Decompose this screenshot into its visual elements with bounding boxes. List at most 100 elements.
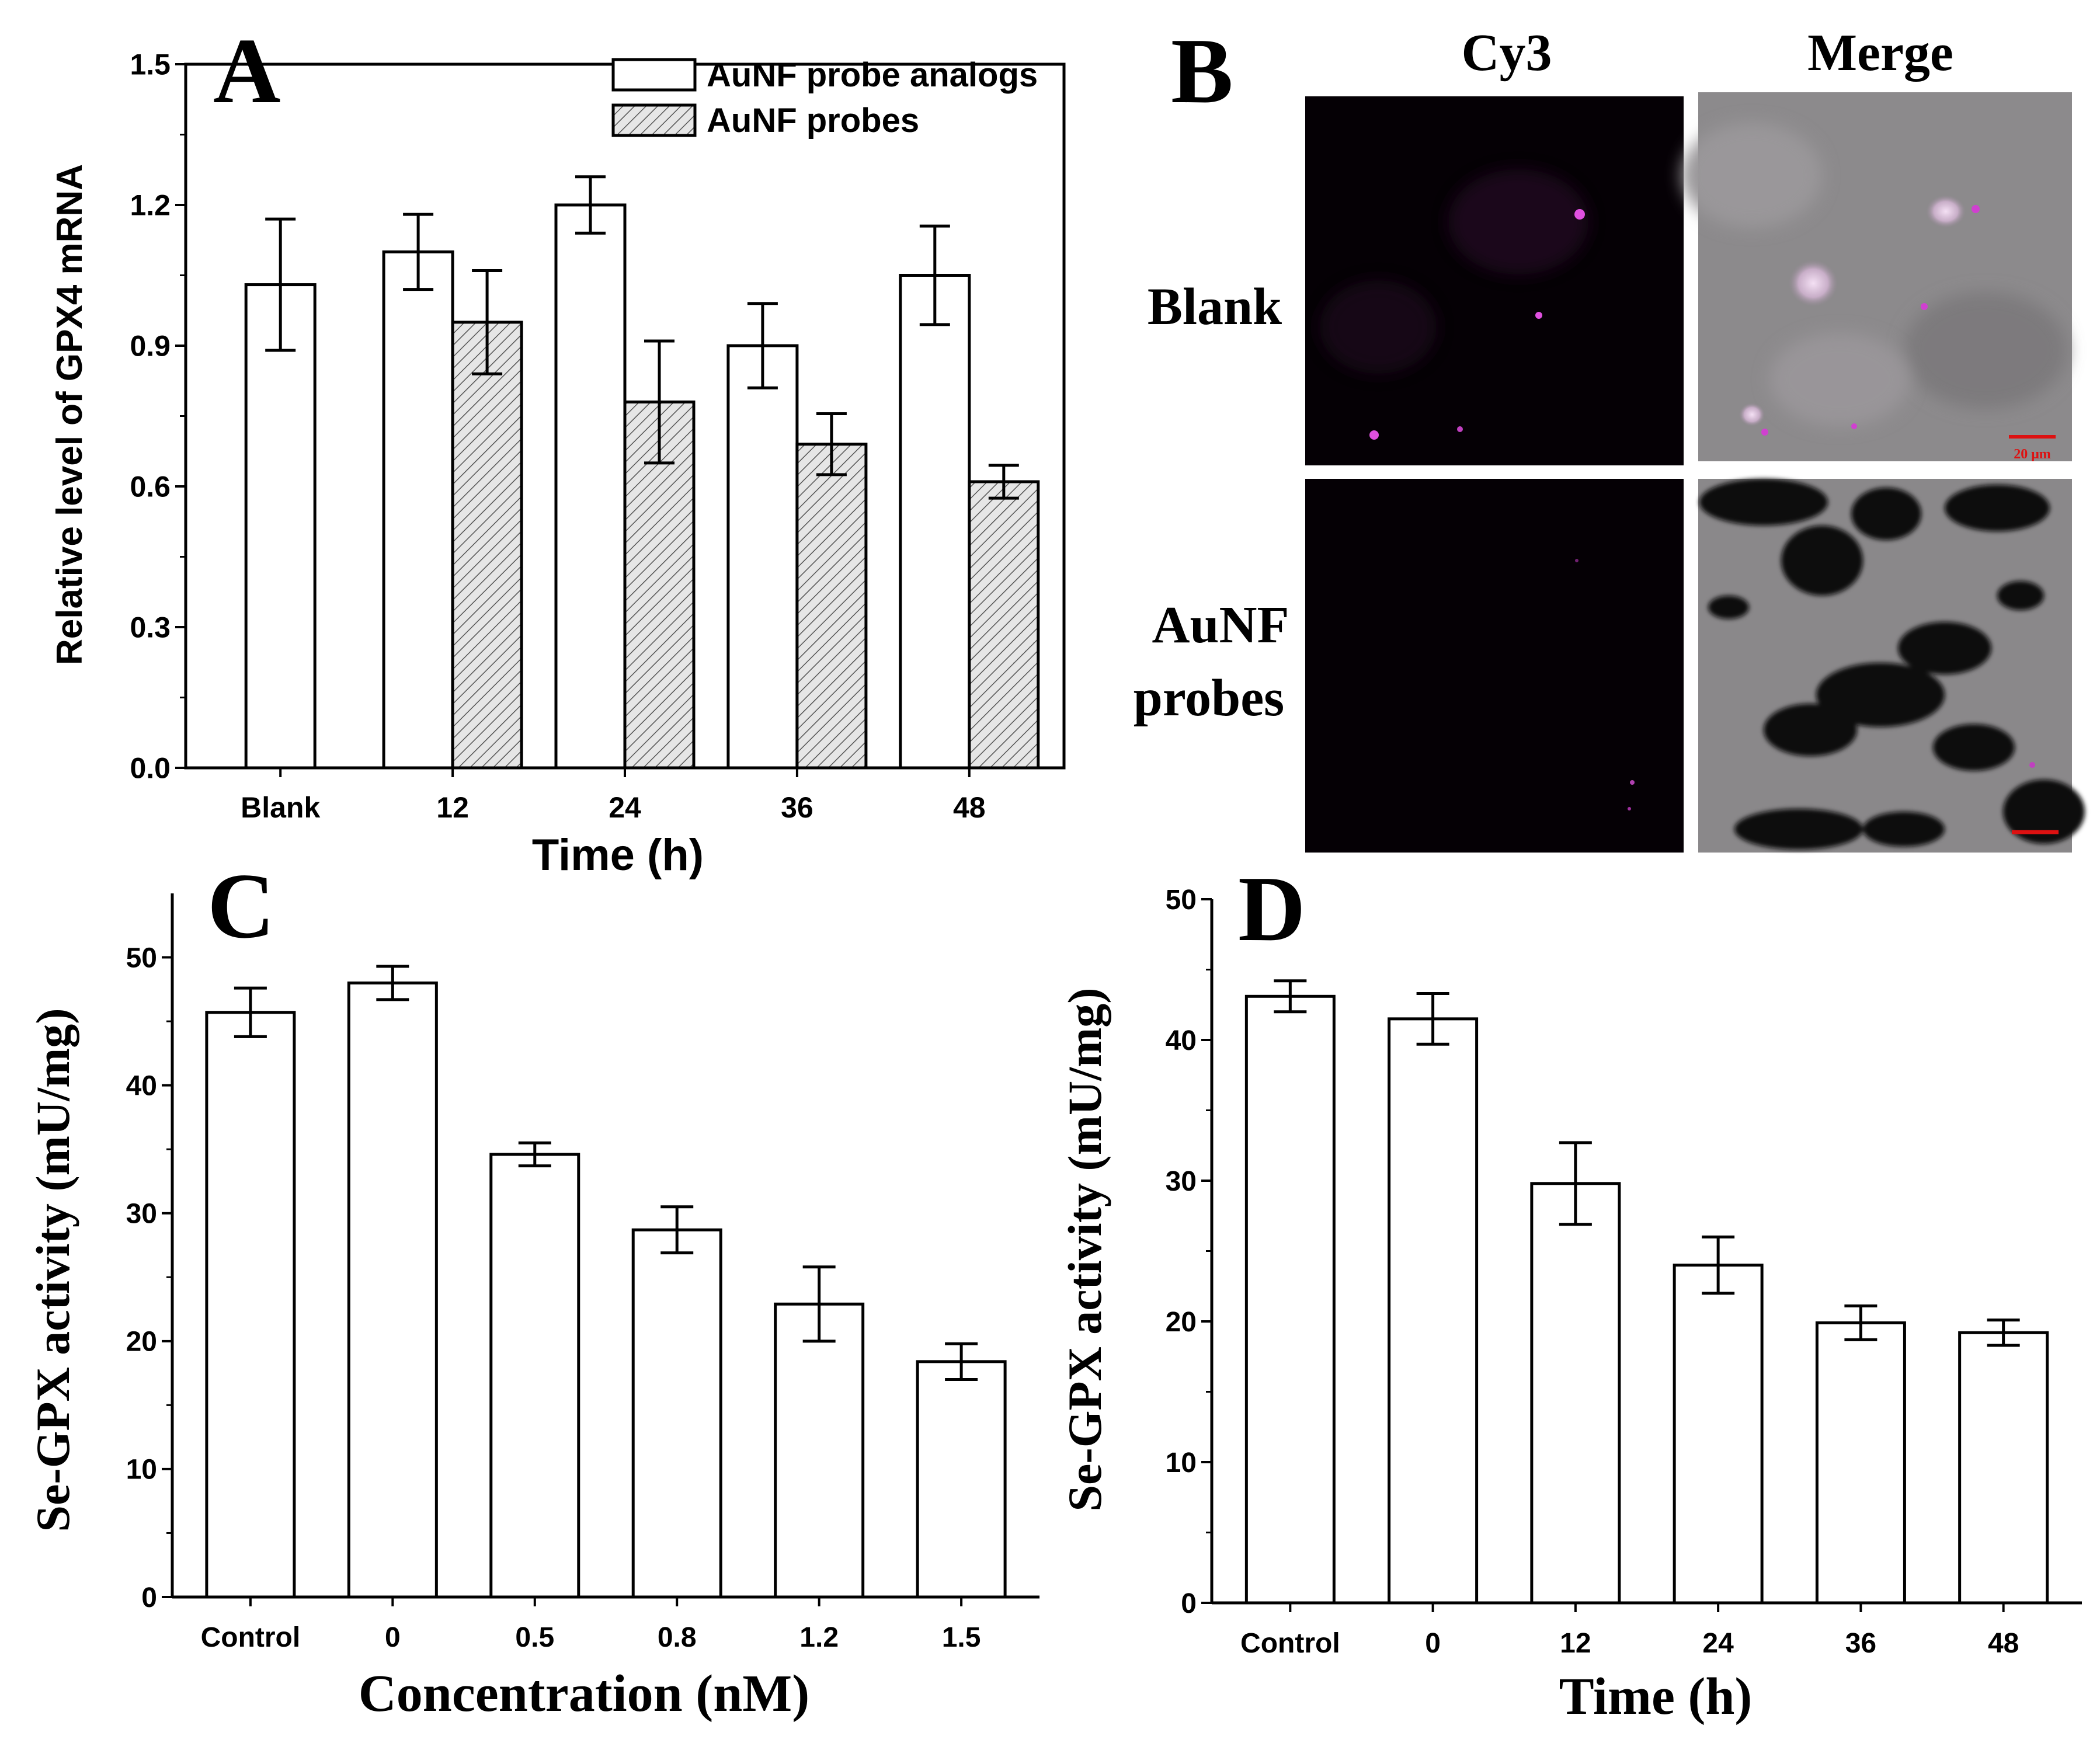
x-tick-label: 0 [1425,1628,1441,1659]
row-label-probes: probes [1134,669,1284,727]
y-tick-label: 30 [126,1199,157,1230]
legend-swatch-analogs [611,58,697,92]
bar-36 [1815,1321,1906,1605]
panel-b-letter: B [1171,19,1233,123]
y-tick-label: 0.3 [130,611,171,644]
x-tick-label: 48 [1988,1628,2019,1659]
x-tick-label: 0.8 [658,1622,697,1653]
bar-0.8 [631,1228,722,1599]
y-tick-label: 10 [1166,1448,1197,1478]
bar-1.2 [774,1302,865,1599]
x-tick-label: 1.5 [942,1622,981,1653]
panel-d-letter: D [1238,857,1306,961]
x-tick-label: Control [201,1622,301,1653]
row-label-aunf: AuNF [1152,596,1289,654]
y-tick-label: 0 [1181,1588,1197,1619]
x-tick-label: 12 [436,791,469,824]
panel-d-x-axis-label: Time (h) [1559,1668,1753,1725]
bar-48 [1958,1331,2049,1605]
y-tick-label: 20 [126,1327,157,1358]
bar-24-analogs [554,203,627,770]
y-tick-label: 10 [126,1455,157,1485]
x-tick-label: 0 [385,1622,401,1653]
column-label-merge: Merge [1807,24,1953,82]
bar-0 [347,981,438,1599]
image-blank-cy3 [1305,96,1684,465]
bar-control [205,1011,296,1599]
x-tick-label: 1.2 [799,1622,839,1653]
x-tick-label: 0.5 [515,1622,554,1653]
y-tick-label: 0.0 [130,752,171,785]
panel-c-bars [205,965,1007,1599]
fluorescent-spot [1457,426,1463,432]
row-label-blank: Blank [1148,278,1282,336]
column-label-cy3: Cy3 [1462,24,1552,82]
bar-12 [1530,1182,1621,1605]
bar-48-analogs [899,274,971,770]
panel-c-chart: C 0 10 20 30 40 50 Control 0 0.5 0.8 1.2 1.5 Se-GP… [26,854,1039,1723]
panel-d-chart: D 0 10 20 30 40 50 Control 0 12 24 36 48 Se-GPX ac… [1058,857,2082,1725]
legend-label-analogs: AuNF probe analogs [707,56,1038,94]
fluorescent-spot [1535,312,1542,319]
bar-blank-analogs [244,283,317,770]
fluorescent-spot [1369,430,1379,440]
bar-0 [1388,1017,1479,1605]
y-tick-label: 20 [1166,1307,1197,1338]
image-blank-merge: 20 μm [1682,92,2072,462]
x-tick-label: 36 [1845,1628,1876,1659]
y-tick-label: 1.5 [130,48,171,81]
bar-24 [1673,1264,1764,1605]
bar-12-analogs [382,250,454,770]
legend-label-probes: AuNF probes [707,102,919,140]
y-tick-label: 1.2 [130,189,171,222]
image-probes-merge [1698,479,2085,853]
bar-36-analogs [726,344,799,770]
panel-d-bars [1244,979,2049,1605]
legend-swatch-probes [611,103,697,137]
y-tick-label: 0 [141,1582,157,1613]
bar-12-probes [451,321,523,770]
panel-c-letter: C [207,854,275,958]
panel-c-x-ticks: Control 0 0.5 0.8 1.2 1.5 [201,1622,981,1653]
panel-a-chart: A 0.0 0.3 0.6 0.9 1.2 1.5 Blank 12 24 36 48 Relat… [50,19,1066,880]
panel-a-x-ticks: Blank 12 24 36 48 [241,791,986,824]
x-tick-label: Control [1240,1628,1340,1659]
panel-d-y-ticks: 0 10 20 30 40 50 [1166,885,1197,1619]
image-probes-cy3 [1305,479,1684,853]
x-tick-label: 12 [1560,1628,1591,1659]
y-tick-label: 50 [1166,885,1197,916]
bar-48-probes [968,480,1040,770]
panel-a-legend: AuNF probe analogs AuNF probes [611,56,1038,140]
y-tick-label: 0.6 [130,471,171,503]
bar-0.5 [489,1153,580,1599]
x-tick-label: 24 [609,791,641,824]
panel-a-x-axis-label: Time (h) [532,830,704,880]
y-tick-label: 40 [126,1070,157,1101]
x-tick-label: 24 [1702,1628,1734,1659]
panel-c-y-ticks: 0 10 20 30 40 50 [126,942,157,1613]
y-tick-label: 30 [1166,1166,1197,1197]
panel-a-letter: A [213,19,281,123]
panel-c-axes [162,893,1039,1606]
bar-36-probes [795,443,868,770]
scale-bar-label: 20 μm [2014,447,2051,462]
panel-a-bars [244,175,1040,770]
x-tick-label: Blank [241,791,320,824]
panel-a-y-axis-label: Relative level of GPX4 mRNA [50,164,90,665]
panel-b-micrographs: B Cy3 Merge Blank AuNF probes [1134,19,2085,853]
panel-c-x-axis-label: Concentration (nM) [359,1665,809,1723]
y-tick-label: 50 [126,942,157,973]
panel-c-y-axis-label: Se-GPX activity (mU/mg) [26,1008,79,1532]
panel-d-axes [1201,898,2082,1612]
x-tick-label: 48 [953,791,986,824]
y-tick-label: 40 [1166,1025,1197,1056]
y-tick-label: 0.9 [130,330,171,363]
panel-d-y-axis-label: Se-GPX activity (mU/mg) [1058,987,1111,1511]
panel-a-y-ticks: 0.0 0.3 0.6 0.9 1.2 1.5 [130,48,171,785]
bar-1.5 [916,1360,1007,1599]
fluorescent-spot [1574,209,1585,220]
panel-d-x-ticks: Control 0 12 24 36 48 [1240,1628,2019,1659]
bar-control [1244,994,1336,1605]
x-tick-label: 36 [781,791,813,824]
